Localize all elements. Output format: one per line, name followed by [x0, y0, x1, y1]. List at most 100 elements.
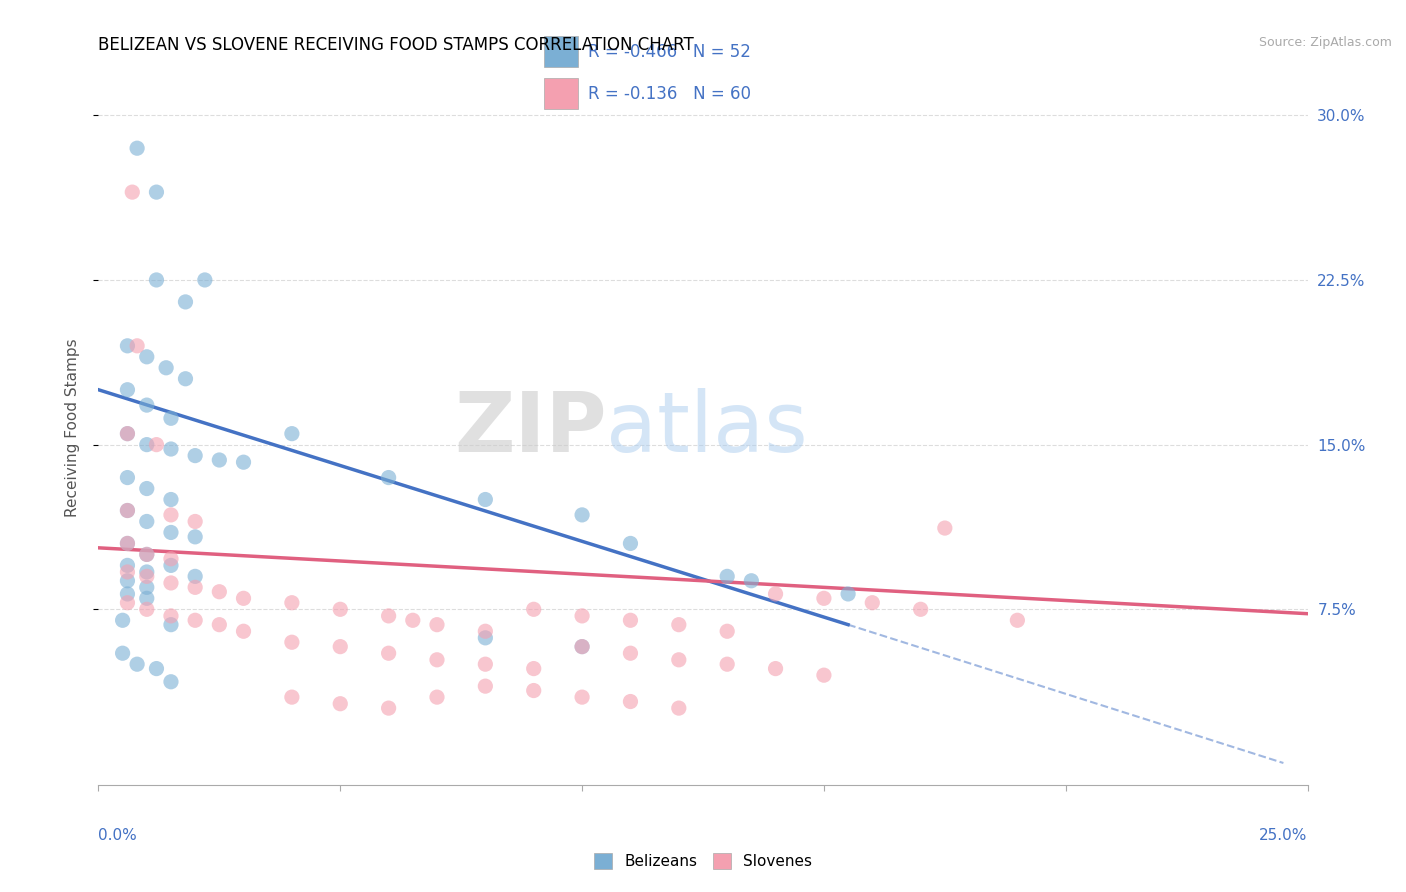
Point [135, 548, 157, 562]
Text: 0.0%: 0.0% [98, 828, 138, 843]
Point [765, 662, 787, 676]
Point [523, 683, 546, 698]
Point [860, 596, 883, 610]
Text: BELIZEAN VS SLOVENE RECEIVING FOOD STAMPS CORRELATION CHART: BELIZEAN VS SLOVENE RECEIVING FOOD STAMP… [98, 36, 695, 54]
Point [813, 668, 835, 682]
Point [232, 624, 254, 639]
Text: R = -0.136   N = 60: R = -0.136 N = 60 [588, 85, 751, 103]
Point [160, 608, 183, 623]
Point [135, 580, 157, 594]
Point [716, 624, 738, 639]
Point [232, 591, 254, 606]
Point [934, 521, 956, 535]
Point [426, 653, 449, 667]
Point [117, 574, 139, 588]
Point [184, 569, 207, 583]
Point [160, 492, 183, 507]
Point [117, 587, 139, 601]
FancyBboxPatch shape [544, 78, 578, 109]
Point [117, 558, 139, 573]
Point [523, 602, 546, 616]
Point [160, 576, 183, 591]
Point [281, 596, 304, 610]
Point [145, 273, 167, 287]
Point [377, 608, 399, 623]
Point [377, 646, 399, 660]
Point [377, 470, 399, 484]
Point [813, 591, 835, 606]
Text: Source: ZipAtlas.com: Source: ZipAtlas.com [1258, 36, 1392, 49]
Point [281, 426, 304, 441]
Point [145, 437, 167, 451]
Text: atlas: atlas [606, 388, 808, 468]
Text: ZIP: ZIP [454, 388, 606, 468]
Point [127, 141, 149, 155]
Point [716, 569, 738, 583]
Point [184, 580, 207, 594]
Point [117, 503, 139, 517]
Point [155, 360, 177, 375]
Point [474, 631, 496, 645]
Point [135, 398, 157, 412]
Point [402, 613, 425, 627]
Point [135, 515, 157, 529]
Point [160, 617, 183, 632]
Point [474, 679, 496, 693]
Point [160, 525, 183, 540]
Point [619, 646, 641, 660]
Point [117, 536, 139, 550]
Point [117, 339, 139, 353]
Point [135, 602, 157, 616]
Point [160, 558, 183, 573]
Point [765, 587, 787, 601]
Point [377, 701, 399, 715]
Point [571, 690, 593, 705]
Point [208, 584, 231, 599]
Point [117, 565, 139, 579]
Point [474, 624, 496, 639]
Point [571, 640, 593, 654]
Point [184, 530, 207, 544]
Point [208, 617, 231, 632]
Point [619, 536, 641, 550]
Point [619, 613, 641, 627]
Point [184, 613, 207, 627]
Point [281, 635, 304, 649]
Point [668, 617, 690, 632]
Point [127, 657, 149, 672]
Point [117, 426, 139, 441]
Point [135, 437, 157, 451]
Point [426, 690, 449, 705]
Point [174, 294, 197, 309]
Point [668, 653, 690, 667]
Point [1007, 613, 1029, 627]
Point [135, 565, 157, 579]
Point [837, 587, 859, 601]
Text: R = -0.466   N = 52: R = -0.466 N = 52 [588, 43, 751, 61]
Point [523, 662, 546, 676]
Point [121, 185, 143, 199]
Point [474, 657, 496, 672]
Point [571, 640, 593, 654]
Point [160, 411, 183, 425]
Point [619, 694, 641, 708]
FancyBboxPatch shape [544, 36, 578, 67]
Point [474, 492, 496, 507]
Text: 25.0%: 25.0% [1260, 828, 1308, 843]
Point [329, 697, 352, 711]
Legend: Belizeans, Slovenes: Belizeans, Slovenes [588, 847, 818, 875]
Point [910, 602, 932, 616]
Point [184, 449, 207, 463]
Point [174, 372, 197, 386]
Point [571, 508, 593, 522]
Point [668, 701, 690, 715]
Point [135, 548, 157, 562]
Point [127, 339, 149, 353]
Point [135, 482, 157, 496]
Point [135, 569, 157, 583]
Point [117, 383, 139, 397]
Point [232, 455, 254, 469]
Point [160, 442, 183, 456]
Point [426, 617, 449, 632]
Point [135, 591, 157, 606]
